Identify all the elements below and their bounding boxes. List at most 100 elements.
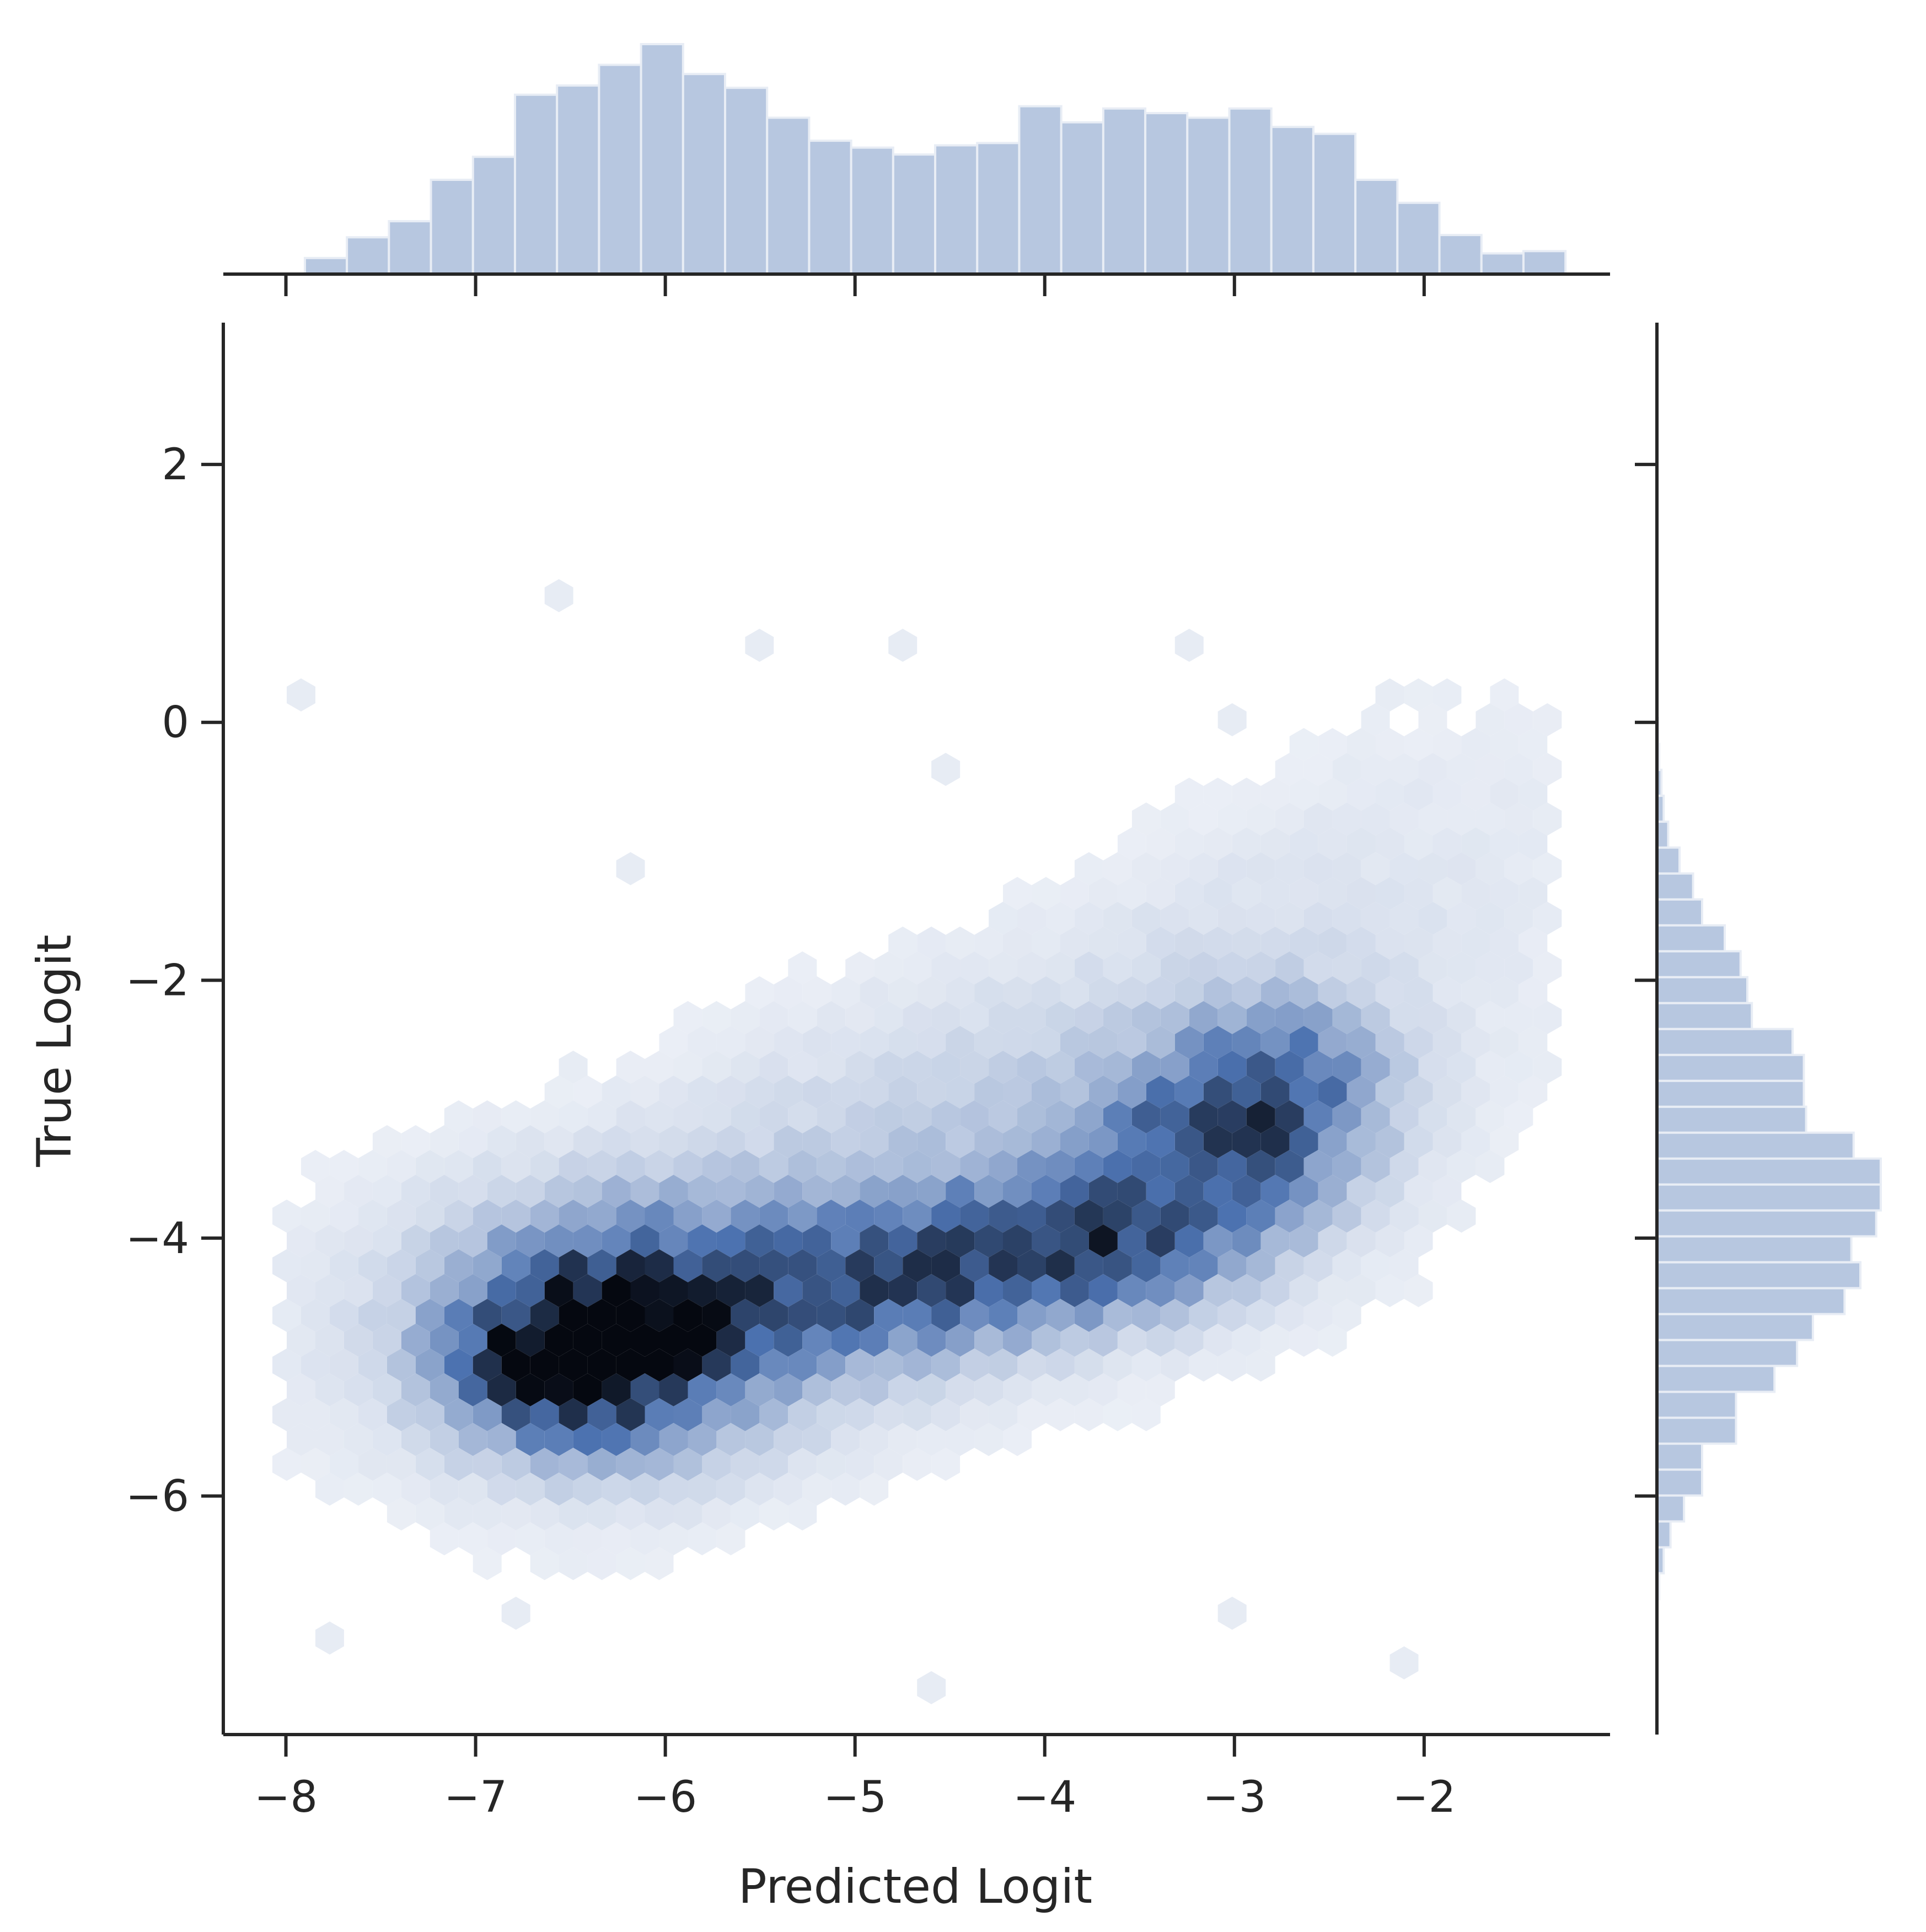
- hexbin-cell-419: [1461, 1125, 1490, 1158]
- hexbin-cell-719: [745, 1324, 774, 1357]
- hexbin-cell-61: [1504, 802, 1533, 836]
- hexbin-cell-867: [387, 1448, 416, 1481]
- hexbin-cell-606: [874, 1249, 903, 1282]
- hexbin-cell-783: [516, 1373, 545, 1406]
- hexbin-cell-80: [1103, 852, 1132, 885]
- marginal-y-bar-28: [1656, 846, 1681, 875]
- hexbin-cell-868: [415, 1448, 444, 1481]
- hexbin-cell-771: [1160, 1348, 1189, 1382]
- hexbin-cell-83: [1189, 852, 1218, 885]
- hexbin-cell-423: [358, 1150, 387, 1183]
- hexbin-cell-770: [1131, 1348, 1161, 1382]
- hexbin-cell-853: [745, 1423, 774, 1456]
- hexbin-cell-441: [874, 1150, 903, 1183]
- hexbin-cell-364: [1046, 1100, 1075, 1133]
- hexbin-cell-686: [874, 1299, 903, 1332]
- hexbin-cell-548: [372, 1224, 401, 1257]
- hexbin-cell-269: [1404, 1026, 1433, 1059]
- hexbin-cell-767: [1046, 1348, 1075, 1382]
- hexbin-cell-730: [1060, 1324, 1089, 1357]
- hexbin-cell-172: [1217, 951, 1247, 984]
- hexbin-cell-168: [1103, 951, 1132, 984]
- hexbin-cell-420: [1490, 1125, 1519, 1158]
- hexbin-cell-490: [1088, 1175, 1118, 1208]
- hexbin-cell-455: [1275, 1150, 1304, 1183]
- hexbin-cell-465: [372, 1175, 401, 1208]
- hexbin-cell-678: [645, 1299, 674, 1332]
- marginal-x-bar-13: [850, 146, 894, 275]
- hexbin-cell-823: [759, 1398, 788, 1431]
- hexbin-cell-381: [372, 1125, 401, 1158]
- hexbin-cell-891: [430, 1473, 459, 1506]
- hexbin-cell-487: [1003, 1175, 1032, 1208]
- hexbin-cell-682: [759, 1299, 788, 1332]
- hexbin-cell-873: [559, 1448, 588, 1481]
- hexbin-cell-698: [1217, 1299, 1247, 1332]
- marginal-y-bar-11: [1656, 1287, 1846, 1315]
- hexbin-cell-300: [1332, 1051, 1361, 1084]
- hexbin-cell-526: [931, 1200, 961, 1233]
- hexbin-cell-923: [458, 1522, 487, 1555]
- hexbin-cell-839: [344, 1423, 373, 1456]
- hexbin-cell-399: [888, 1125, 918, 1158]
- hexbin-cell-921: [788, 1497, 817, 1530]
- hexbin-cell-307: [1533, 1051, 1562, 1084]
- hexbin-cell-226: [1074, 1001, 1103, 1034]
- hexbin-cell-401: [946, 1125, 975, 1158]
- hexbin-cell-904: [802, 1473, 831, 1506]
- hexbin-cell-9: [1217, 703, 1247, 736]
- hexbin-cell-380: [1504, 1100, 1533, 1133]
- hexbin-cell-48: [1131, 802, 1161, 836]
- hexbin-cell-32: [1476, 753, 1505, 786]
- hexbin-cell-920: [759, 1497, 788, 1530]
- hexbin-cell-51: [1217, 802, 1247, 836]
- hexbin-cell-628: [372, 1274, 401, 1307]
- marginal-x-bar-26: [1396, 201, 1441, 276]
- hexbin-cell-314: [716, 1075, 745, 1109]
- hexbin-cell-267: [1346, 1026, 1376, 1059]
- hexbin-cell-762: [903, 1348, 932, 1382]
- hexbin-cell-822: [731, 1398, 760, 1431]
- hexbin-cell-930: [659, 1522, 688, 1555]
- hexbin-cell-147: [1232, 927, 1261, 960]
- hexbin-cell-637: [630, 1274, 659, 1307]
- hexbin-cell-79: [1074, 852, 1103, 885]
- hexbin-cell-892: [458, 1473, 487, 1506]
- hexbin-cell-57: [1389, 802, 1419, 836]
- marginal-x-bar-28: [1480, 252, 1525, 275]
- hexbin-cell-751: [587, 1348, 616, 1382]
- hexbin-cell-864: [301, 1448, 330, 1481]
- hexbin-cell-146: [1203, 927, 1232, 960]
- hexbin-cell-807: [301, 1398, 330, 1431]
- hexbin-cell-610: [989, 1249, 1017, 1282]
- hexbin-cell-881: [788, 1448, 817, 1481]
- hexbin-cell-511: [501, 1200, 530, 1233]
- hexbin-cell-893: [487, 1473, 516, 1506]
- hexbin-cell-889: [372, 1473, 401, 1506]
- hexbin-cell-440: [845, 1150, 875, 1183]
- hexbin-cell-647: [917, 1274, 946, 1307]
- hexbin-cell-69: [1289, 827, 1318, 860]
- hexbin-cell-915: [616, 1497, 645, 1530]
- hexbin-cell-409: [1174, 1125, 1204, 1158]
- x-axis-label: Predicted Logit: [738, 1859, 1092, 1914]
- hexbin-cell-699: [1246, 1299, 1275, 1332]
- hexbin-cell-826: [845, 1398, 875, 1431]
- hexbin-cell-496: [1260, 1175, 1290, 1208]
- hexbin-cell-533: [1131, 1200, 1161, 1233]
- hexbin-cell-53: [1275, 802, 1304, 836]
- hexbin-cell-357: [845, 1100, 875, 1133]
- hexbin-cell-602: [759, 1249, 788, 1282]
- hexbin-cell-180: [1447, 951, 1476, 984]
- hexbin-cell-301: [1361, 1051, 1390, 1084]
- hexbin-cell-486: [974, 1175, 1003, 1208]
- hexbin-cell-313: [688, 1075, 717, 1109]
- hexbin-cell-215: [759, 1001, 788, 1034]
- hexbin-cell-750: [559, 1348, 588, 1382]
- hexbin-cell-75: [1461, 827, 1490, 860]
- hexbin-cell-766: [1017, 1348, 1046, 1382]
- hexbin-cell-232: [1246, 1001, 1275, 1034]
- hexbin-cell-355: [788, 1100, 817, 1133]
- hexbin-cell-336: [1346, 1075, 1376, 1109]
- hexbin-cell-524: [874, 1200, 903, 1233]
